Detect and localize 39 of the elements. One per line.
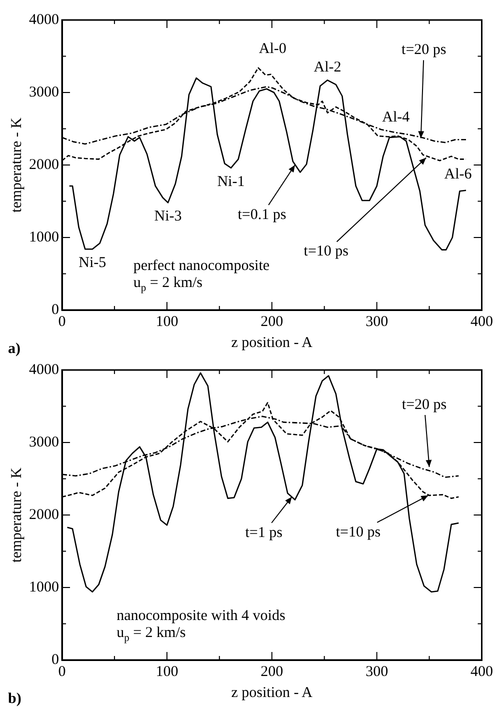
- x-tick-label: 400: [470, 664, 493, 680]
- y-tick-label: 3000: [29, 434, 59, 450]
- annotation: Ni-1: [217, 174, 245, 190]
- annotation: t=1 ps: [245, 524, 283, 541]
- annotation: Al-0: [258, 40, 286, 57]
- y-tick-label: 2000: [29, 506, 59, 523]
- x-tick-label: 100: [156, 314, 178, 330]
- x-tick-label: 200: [260, 314, 284, 330]
- y-tick-label: 0: [52, 652, 59, 668]
- y-axis-title: temperature - K: [8, 467, 25, 562]
- annotation: t=20 ps: [402, 396, 447, 413]
- annotation: t=10 ps: [304, 244, 349, 260]
- x-tick-label: 300: [366, 664, 388, 680]
- annotation: Ni-5: [78, 255, 106, 272]
- y-tick-label: 1000: [29, 229, 59, 246]
- x-tick-label: 100: [156, 664, 178, 680]
- annotation: t=0.1 ps: [238, 206, 286, 223]
- x-tick-label: 200: [260, 664, 284, 680]
- annotation: perfect nanocomposite: [133, 258, 270, 274]
- x-tick-label: 300: [366, 314, 388, 330]
- annotation: Al-4: [382, 110, 410, 126]
- y-axis-title: temperature - K: [8, 117, 25, 212]
- text: a): [8, 340, 20, 357]
- text: b): [8, 690, 22, 707]
- annotation: Al-2: [314, 59, 342, 76]
- annotation: nanocomposite with 4 voids: [116, 608, 286, 624]
- y-tick-label: 0: [52, 302, 59, 318]
- y-tick-label: 3000: [29, 84, 59, 100]
- annotation: Al-6: [444, 166, 472, 182]
- y-tick-label: 4000: [29, 12, 59, 28]
- x-axis-title: z position - A: [231, 334, 313, 351]
- annotation: t=10 ps: [336, 524, 381, 540]
- x-axis-title: z position - A: [231, 684, 313, 701]
- y-tick-label: 4000: [29, 362, 59, 378]
- annotation: t=20 ps: [402, 42, 446, 58]
- y-tick-label: 2000: [29, 156, 59, 173]
- x-tick-label: 400: [470, 314, 493, 330]
- y-tick-label: 1000: [29, 579, 59, 596]
- annotation: Ni-3: [154, 208, 182, 225]
